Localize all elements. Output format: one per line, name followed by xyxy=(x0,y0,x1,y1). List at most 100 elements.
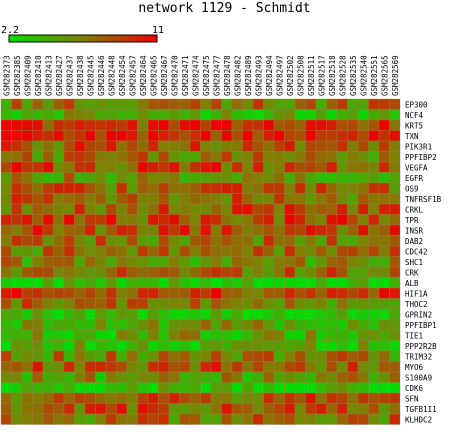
heatmap-cell xyxy=(53,172,65,184)
heatmap-cell xyxy=(137,287,149,299)
heatmap-cell xyxy=(11,235,23,247)
heatmap-cell xyxy=(21,151,33,163)
heatmap-cell xyxy=(231,298,243,310)
heatmap-cell xyxy=(63,182,75,194)
heatmap-cell xyxy=(116,256,128,268)
heatmap-cell xyxy=(284,371,296,383)
heatmap-cell xyxy=(263,277,275,289)
heatmap-cell xyxy=(84,140,96,152)
heatmap-cell xyxy=(147,235,159,247)
heatmap-cell xyxy=(357,98,369,110)
heatmap-cell xyxy=(147,151,159,163)
heatmap-cell xyxy=(63,266,75,278)
heatmap-cell xyxy=(179,172,191,184)
heatmap-cell xyxy=(116,182,128,194)
heatmap-cell xyxy=(294,308,306,320)
heatmap-cell xyxy=(95,130,107,142)
heatmap-cell xyxy=(137,245,149,257)
heatmap-cell xyxy=(179,340,191,352)
heatmap-cell xyxy=(389,109,401,121)
heatmap-cell xyxy=(221,392,233,404)
heatmap-cell xyxy=(0,214,12,226)
heatmap-cell xyxy=(84,245,96,257)
heatmap-cell xyxy=(221,161,233,173)
heatmap-cell xyxy=(200,151,212,163)
heatmap-cell xyxy=(273,193,285,205)
heatmap-cell xyxy=(252,245,264,257)
heatmap-cell xyxy=(378,319,390,331)
heatmap-cell xyxy=(336,319,348,331)
heatmap-cell xyxy=(326,392,338,404)
heatmap-cell xyxy=(11,130,23,142)
heatmap-cell xyxy=(242,130,254,142)
heatmap-cell xyxy=(42,98,54,110)
row-label: CDC42 xyxy=(405,248,428,257)
heatmap-cell xyxy=(105,413,117,425)
heatmap-cell xyxy=(210,151,222,163)
heatmap-cell xyxy=(116,298,128,310)
heatmap-cell xyxy=(357,329,369,341)
heatmap-cell xyxy=(336,287,348,299)
heatmap-cell xyxy=(53,235,65,247)
heatmap-cell xyxy=(294,245,306,257)
heatmap-cell xyxy=(200,298,212,310)
heatmap-cell xyxy=(231,413,243,425)
heatmap-cell xyxy=(189,413,201,425)
heatmap-cell xyxy=(357,109,369,121)
heatmap-cell xyxy=(11,203,23,215)
heatmap-cell xyxy=(63,392,75,404)
heatmap-cell xyxy=(32,329,44,341)
heatmap-cell xyxy=(336,371,348,383)
heatmap-cell xyxy=(210,413,222,425)
heatmap-cell xyxy=(357,277,369,289)
heatmap-cell xyxy=(294,287,306,299)
heatmap-cell xyxy=(63,298,75,310)
heatmap-cell xyxy=(137,308,149,320)
heatmap-cell xyxy=(189,298,201,310)
heatmap-cell xyxy=(252,151,264,163)
heatmap-cell xyxy=(0,235,12,247)
heatmap-cell xyxy=(263,224,275,236)
heatmap-cell xyxy=(137,130,149,142)
heatmap-cell xyxy=(95,319,107,331)
heatmap-cell xyxy=(21,329,33,341)
heatmap-cell xyxy=(368,235,380,247)
column-label: GSM282457 xyxy=(128,55,137,96)
heatmap-cell xyxy=(116,392,128,404)
heatmap-cell xyxy=(105,382,117,394)
heatmap-cell xyxy=(105,392,117,404)
heatmap-cell xyxy=(32,361,44,373)
heatmap-cell xyxy=(294,109,306,121)
heatmap-cell xyxy=(221,308,233,320)
heatmap-cell xyxy=(168,151,180,163)
heatmap-cell xyxy=(305,350,317,362)
heatmap-cell xyxy=(347,119,359,131)
heatmap-cell xyxy=(63,256,75,268)
heatmap-cell xyxy=(221,140,233,152)
heatmap-cell xyxy=(147,340,159,352)
heatmap-cell xyxy=(368,172,380,184)
heatmap-cell xyxy=(357,361,369,373)
heatmap-cell xyxy=(389,287,401,299)
column-label: GSM282569 xyxy=(391,55,400,96)
heatmap-cell xyxy=(389,350,401,362)
heatmap-cell xyxy=(11,350,23,362)
heatmap-cell xyxy=(378,109,390,121)
heatmap-cell xyxy=(210,172,222,184)
heatmap-cell xyxy=(221,109,233,121)
heatmap-cell xyxy=(252,361,264,373)
column-label: GSM282482 xyxy=(233,55,242,96)
heatmap-cell xyxy=(221,277,233,289)
heatmap-cell xyxy=(53,224,65,236)
heatmap-cell xyxy=(0,245,12,257)
heatmap-cell xyxy=(95,266,107,278)
heatmap-cell xyxy=(11,382,23,394)
row-label: KLHDC2 xyxy=(405,416,432,425)
heatmap-cell xyxy=(158,382,170,394)
heatmap-cell xyxy=(147,287,159,299)
heatmap-cell xyxy=(368,392,380,404)
heatmap-cell xyxy=(231,287,243,299)
heatmap-cell xyxy=(242,161,254,173)
heatmap-cell xyxy=(315,329,327,341)
heatmap-cell xyxy=(368,256,380,268)
